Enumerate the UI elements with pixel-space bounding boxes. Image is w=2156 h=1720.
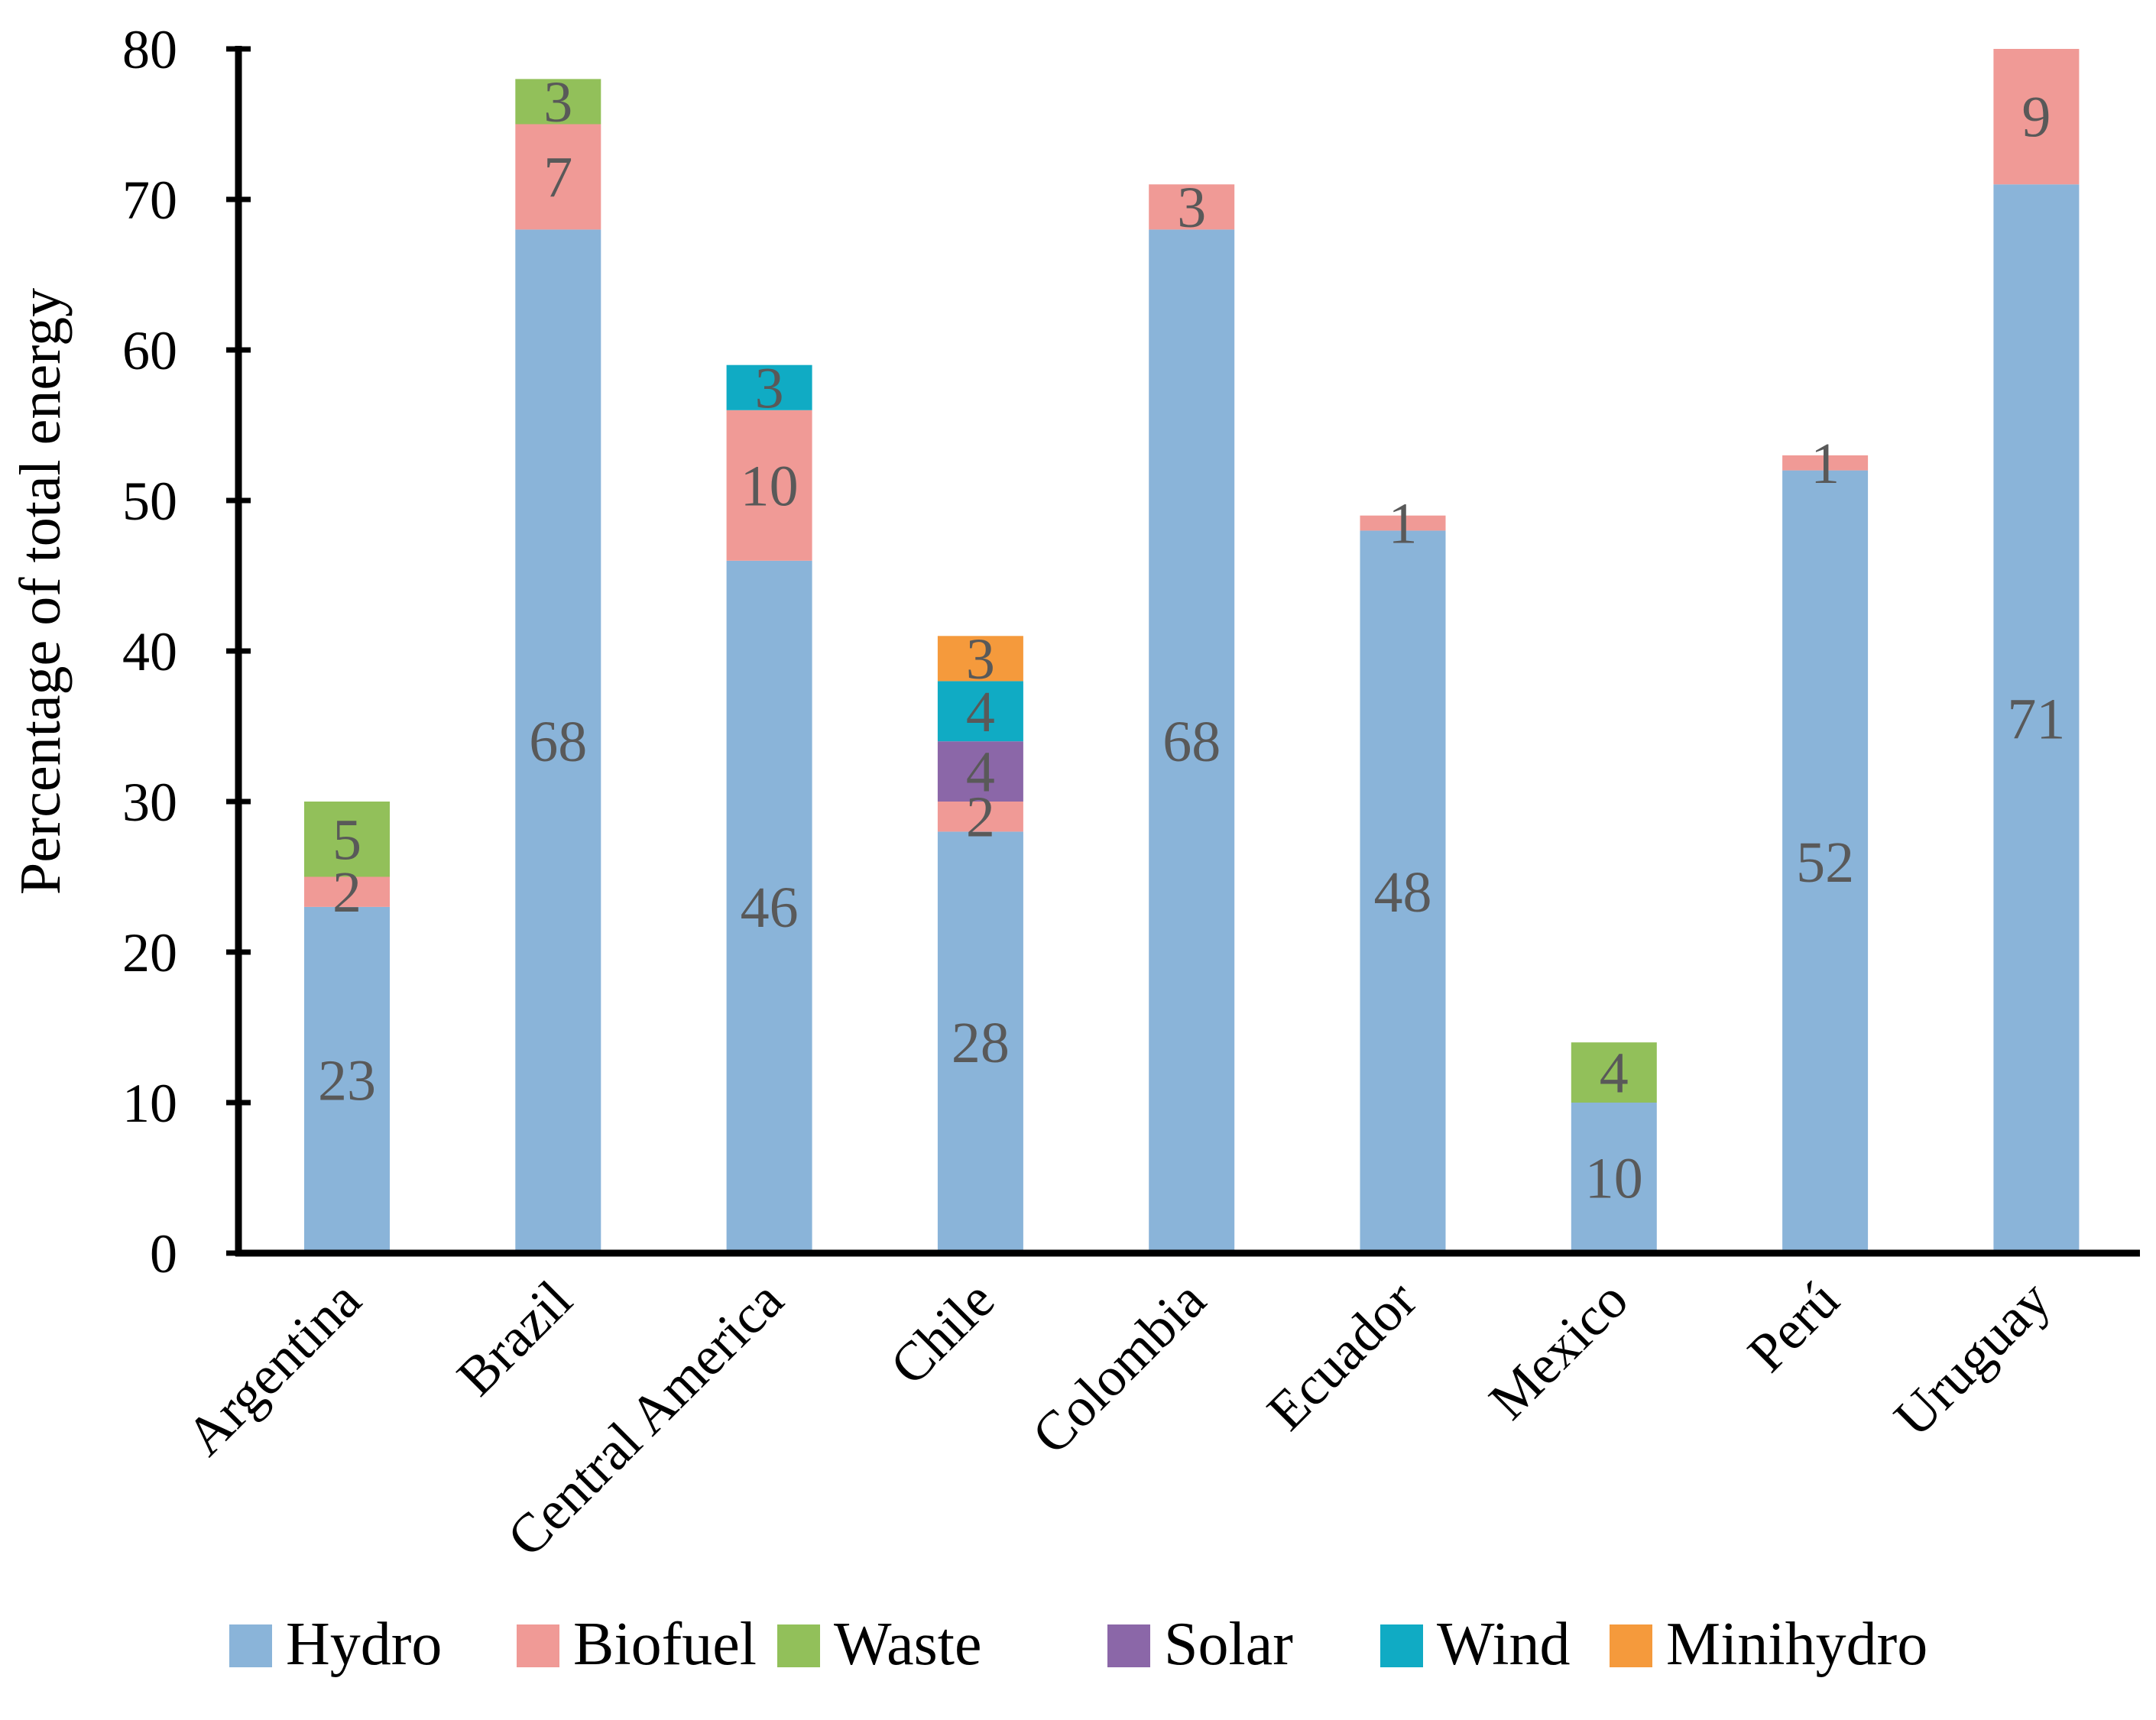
data-label-chile-biofuel: 2 — [966, 785, 995, 850]
bar-ecuador-hydro — [1360, 530, 1446, 1253]
bar-mexico-hydro — [1571, 1103, 1657, 1253]
x-category-label-chile: Chile — [878, 1269, 1006, 1397]
x-category-label-argentina: Argentina — [174, 1269, 372, 1467]
data-label-brazil-waste: 3 — [543, 70, 572, 134]
legend-label-waste: Waste — [834, 1611, 981, 1678]
data-label-central-america-biofuel: 10 — [741, 454, 799, 518]
bar-central-america-biofuel — [726, 410, 812, 561]
data-label-central-america-wind: 3 — [755, 356, 784, 420]
legend-item-minihydro: Minihydro — [1610, 1611, 1927, 1678]
data-label-argentina-hydro: 23 — [318, 1048, 376, 1113]
legend-label-hydro: Hydro — [286, 1611, 442, 1678]
y-axis-title: Percentage of total energy — [8, 288, 73, 895]
bar-chile-biofuel — [937, 802, 1023, 832]
bars-layer — [304, 49, 2080, 1253]
legend-swatch-hydro — [229, 1624, 272, 1667]
data-label-chile-minihydro: 3 — [966, 627, 995, 692]
bar-uruguay-biofuel — [1993, 49, 2080, 185]
data-label-peru-biofuel: 1 — [1811, 432, 1840, 496]
data-label-uruguay-hydro: 71 — [2007, 688, 2065, 752]
data-label-peru-hydro: 52 — [1796, 831, 1854, 895]
legend-label-solar: Solar — [1164, 1611, 1293, 1678]
x-category-label-uruguay: Uruguay — [1882, 1269, 2062, 1449]
data-label-ecuador-biofuel: 1 — [1389, 492, 1418, 556]
legend-label-biofuel: Biofuel — [573, 1611, 757, 1678]
bar-colombia-biofuel — [1149, 184, 1235, 230]
bar-brazil-hydro — [515, 229, 601, 1253]
legend-swatch-biofuel — [517, 1624, 559, 1667]
y-tick-label-30: 30 — [122, 772, 177, 833]
legend-item-wind: Wind — [1380, 1611, 1571, 1678]
data-label-colombia-biofuel: 3 — [1177, 176, 1206, 240]
legend-swatch-solar — [1107, 1624, 1150, 1667]
legend-item-solar: Solar — [1107, 1611, 1293, 1678]
bar-brazil-waste — [515, 79, 601, 125]
legend-label-wind: Wind — [1437, 1611, 1571, 1678]
bar-central-america-wind — [726, 364, 812, 410]
data-label-chile-solar: 4 — [966, 740, 995, 805]
bar-chile-solar — [937, 741, 1023, 802]
y-tick-label-70: 70 — [122, 170, 177, 231]
bar-argentina-waste — [304, 802, 390, 877]
legend: Hydro Biofuel Waste Solar Wind Minihydro — [229, 1611, 1927, 1678]
x-category-label-ecuador: Ecuador — [1256, 1269, 1428, 1442]
data-label-central-america-hydro: 46 — [741, 876, 799, 940]
x-category-label-peru: Perú — [1736, 1269, 1851, 1384]
legend-label-minihydro: Minihydro — [1666, 1611, 1927, 1678]
y-tick-label-60: 60 — [122, 320, 177, 381]
data-label-chile-hydro: 28 — [952, 1011, 1010, 1075]
data-label-uruguay-biofuel: 9 — [2021, 86, 2051, 150]
bar-peru-biofuel — [1782, 455, 1869, 471]
data-label-ecuador-hydro: 48 — [1374, 860, 1432, 925]
y-tick-label-80: 80 — [122, 19, 177, 80]
data-label-argentina-biofuel: 2 — [332, 860, 361, 925]
legend-swatch-waste — [777, 1624, 820, 1667]
data-label-mexico-waste: 4 — [1600, 1041, 1629, 1106]
data-label-colombia-hydro: 68 — [1162, 710, 1221, 774]
y-tick-label-50: 50 — [122, 471, 177, 532]
bar-ecuador-biofuel — [1360, 515, 1446, 531]
data-label-argentina-waste: 5 — [332, 808, 361, 872]
legend-swatch-wind — [1380, 1624, 1423, 1667]
bar-chile-minihydro — [937, 636, 1023, 682]
legend-swatch-minihydro — [1610, 1624, 1652, 1667]
data-label-brazil-hydro: 68 — [529, 710, 587, 774]
bar-peru-hydro — [1782, 470, 1869, 1253]
y-tick-label-40: 40 — [122, 621, 177, 682]
data-label-chile-wind: 4 — [966, 680, 995, 744]
bar-uruguay-hydro — [1993, 184, 2080, 1253]
x-category-label-mexico: Mexico — [1477, 1269, 1639, 1431]
bar-colombia-hydro — [1149, 229, 1235, 1253]
bar-central-america-hydro — [726, 560, 812, 1253]
x-category-label-brazil: Brazil — [446, 1269, 584, 1407]
y-tick-label-10: 10 — [122, 1073, 177, 1134]
x-category-label-colombia: Colombia — [1020, 1269, 1217, 1466]
legend-item-hydro: Hydro — [229, 1611, 442, 1678]
bar-argentina-hydro — [304, 906, 390, 1253]
bar-chile-wind — [937, 681, 1023, 742]
y-tick-label-20: 20 — [122, 922, 177, 983]
data-label-brazil-biofuel: 7 — [543, 145, 572, 209]
data-label-mexico-hydro: 10 — [1585, 1147, 1643, 1211]
legend-item-waste: Waste — [777, 1611, 981, 1678]
bar-brazil-biofuel — [515, 124, 601, 230]
bar-chile-hydro — [937, 831, 1023, 1253]
legend-item-biofuel: Biofuel — [517, 1611, 757, 1678]
y-tick-label-0: 0 — [150, 1223, 177, 1284]
bar-mexico-waste — [1571, 1042, 1657, 1103]
bar-argentina-biofuel — [304, 876, 390, 907]
